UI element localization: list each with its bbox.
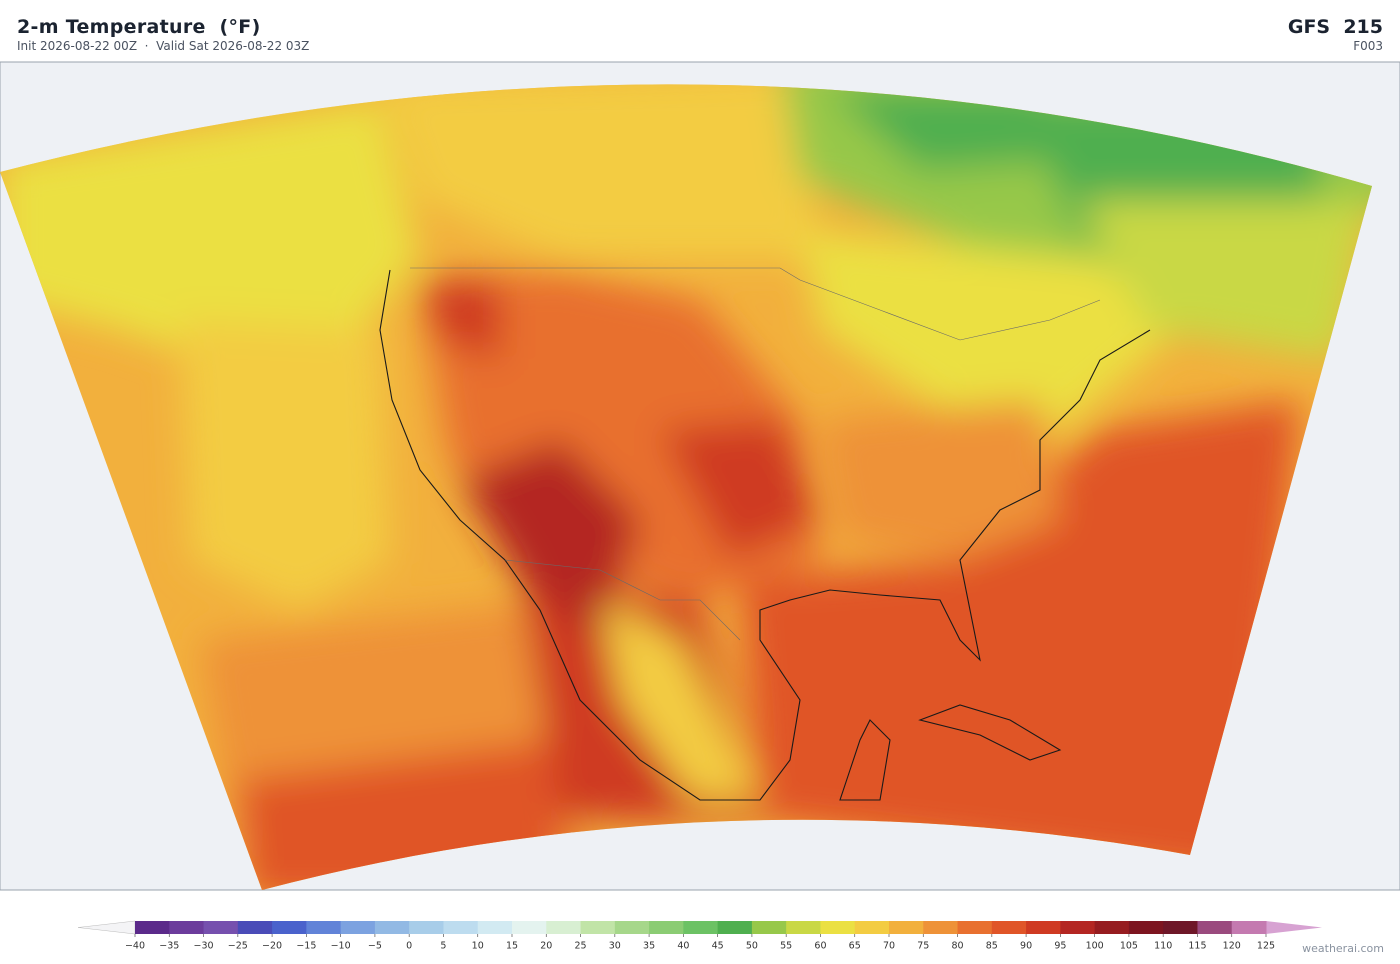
colorbar-tick-label: 125 bbox=[1257, 941, 1275, 952]
colorbar-tick-label: 90 bbox=[1020, 941, 1032, 952]
colorbar-tick-label: −40 bbox=[125, 941, 145, 952]
colorbar-swatch bbox=[889, 921, 924, 934]
colorbar-swatch bbox=[991, 921, 1027, 934]
colorbar-swatch bbox=[340, 921, 376, 934]
temperature-field bbox=[0, 84, 1372, 891]
colorbar-swatch bbox=[957, 921, 993, 934]
colorbar-swatch bbox=[409, 921, 444, 934]
colorbar-tick-label: −10 bbox=[331, 941, 351, 952]
colorbar-swatch bbox=[580, 921, 616, 934]
colorbar-tick-label: −30 bbox=[194, 941, 214, 952]
forecast-hour: F003 bbox=[1353, 39, 1383, 53]
colorbar-tick-label: −35 bbox=[159, 941, 179, 952]
colorbar-tick-label: 60 bbox=[814, 941, 826, 952]
colorbar-tick-label: 50 bbox=[746, 941, 758, 952]
colorbar-swatch bbox=[135, 921, 170, 934]
colorbar-swatch bbox=[1128, 921, 1164, 934]
colorbar-swatch bbox=[1060, 921, 1096, 934]
colorbar-swatch bbox=[512, 921, 547, 934]
colorbar-swatch bbox=[854, 921, 890, 934]
borders bbox=[410, 267, 1101, 641]
colorbar-tick-label: 25 bbox=[574, 941, 586, 952]
colorbar-tick-label: −15 bbox=[296, 941, 316, 952]
colorbar-over bbox=[1266, 921, 1322, 934]
colorbar-tick-label: 40 bbox=[677, 941, 689, 952]
colorbar-swatch bbox=[203, 921, 239, 934]
colorbar-swatch bbox=[1163, 921, 1198, 934]
colorbar-swatch bbox=[717, 921, 753, 934]
colorbar-swatch bbox=[546, 921, 582, 934]
colorbar-swatch bbox=[614, 921, 650, 934]
colorbar-swatch bbox=[751, 921, 787, 934]
colorbar-tick-label: 55 bbox=[780, 941, 792, 952]
colorbar-tick-label: 110 bbox=[1154, 941, 1172, 952]
colorbar-tick-label: 115 bbox=[1188, 941, 1206, 952]
colorbar-tick-label: 45 bbox=[712, 941, 724, 952]
title: 2-m Temperature (°F) bbox=[17, 16, 261, 38]
colorbar-swatch bbox=[1026, 921, 1061, 934]
credit: weatherai.com bbox=[1302, 942, 1384, 955]
colorbar-swatch bbox=[786, 921, 821, 934]
subtitle: Init 2026-08-22 00Z · Valid Sat 2026-08-… bbox=[17, 39, 310, 53]
colorbar-tick-label: −5 bbox=[368, 941, 382, 952]
colorbar-swatch bbox=[477, 921, 513, 934]
colorbar-under bbox=[77, 920, 136, 935]
colorbar-swatch bbox=[306, 921, 342, 934]
colorbar-tick-label: 100 bbox=[1086, 941, 1104, 952]
colorbar-tick-label: 105 bbox=[1120, 941, 1138, 952]
colorbar-swatch bbox=[272, 921, 307, 934]
colorbar-tick-label: −20 bbox=[262, 941, 282, 952]
colorbar-tick-label: 5 bbox=[440, 941, 446, 952]
colorbar-tick-label: 75 bbox=[917, 941, 929, 952]
colorbar-swatch bbox=[820, 921, 856, 934]
colorbar-tick-label: 80 bbox=[951, 941, 963, 952]
colorbar-tick-label: 120 bbox=[1223, 941, 1241, 952]
colorbar-tick-label: 0 bbox=[406, 941, 412, 952]
colorbar-swatch bbox=[169, 921, 205, 934]
colorbar-swatch bbox=[1094, 921, 1130, 934]
colorbar: −40 −35 −30 −25 −20 −15 −10 −5 0 5 10 15 20 25 30 35 40 4… bbox=[77, 920, 1322, 952]
colorbar-swatch bbox=[1197, 921, 1233, 934]
colorbar-tick-label: 30 bbox=[609, 941, 621, 952]
colorbar-swatch bbox=[923, 921, 959, 934]
colorbar-swatch bbox=[1231, 921, 1267, 934]
colorbar-swatch bbox=[374, 921, 410, 934]
colorbar-swatch bbox=[443, 921, 479, 934]
colorbar-swatch bbox=[649, 921, 684, 934]
colorbar-tick-label: 70 bbox=[883, 941, 895, 952]
colorbar-tick-label: 20 bbox=[540, 941, 552, 952]
colorbar-tick-label: 65 bbox=[849, 941, 861, 952]
colorbar-tick-label: −25 bbox=[228, 941, 248, 952]
colorbar-tick-label: 15 bbox=[506, 941, 518, 952]
colorbar-tick-label: 85 bbox=[986, 941, 998, 952]
colorbar-swatch bbox=[683, 921, 719, 934]
colorbar-tick-label: 10 bbox=[472, 941, 484, 952]
colorbar-tick-label: 95 bbox=[1054, 941, 1066, 952]
colorbar-tick-label: 35 bbox=[643, 941, 655, 952]
colorbar-swatch bbox=[237, 921, 273, 934]
model-name: GFS 215 bbox=[1287, 16, 1383, 38]
coastlines bbox=[379, 269, 1151, 801]
